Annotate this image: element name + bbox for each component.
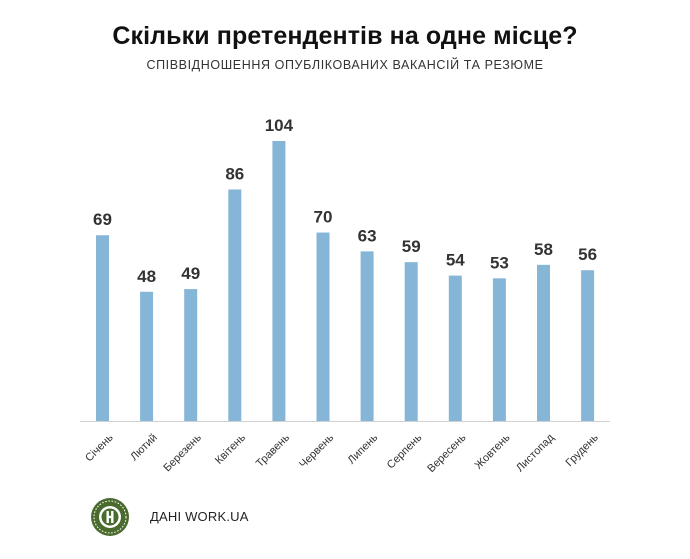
x-tick-label-2: Лютий [128, 432, 160, 464]
x-tick-label-11: Листопад [514, 431, 557, 474]
x-tick-label-12: Грудень [563, 432, 601, 470]
data-label-3: 49 [181, 264, 200, 283]
x-tick-label-6: Червень [297, 432, 336, 471]
data-label-2: 48 [137, 267, 156, 286]
x-tick-label-8: Серпень [385, 432, 425, 472]
data-label-9: 54 [446, 251, 465, 270]
bar-8 [404, 262, 418, 421]
x-tick-label-9: Вересень [425, 432, 468, 475]
data-label-7: 63 [358, 226, 377, 245]
x-tick-label-7: Липень [345, 432, 380, 467]
data-source-label: ДАНІ WORK.UA [150, 509, 249, 524]
data-label-8: 59 [402, 237, 421, 256]
bar-5 [272, 141, 286, 421]
bar-11 [537, 264, 550, 421]
data-label-10: 53 [490, 253, 509, 272]
bar-3 [184, 289, 198, 421]
bar-2 [140, 291, 154, 421]
bar-10 [492, 278, 506, 421]
bar-7 [360, 251, 374, 421]
x-tick-label-3: Березень [161, 432, 204, 475]
bar-12 [581, 270, 595, 421]
x-tick-label-4: Квітень [213, 432, 248, 467]
chart-title: Скільки претендентів на одне місце? [112, 22, 578, 50]
chart-subtitle: СПІВВІДНОШЕННЯ ОПУБЛІКОВАНИХ ВАКАНСІЙ ТА… [146, 58, 544, 72]
workua-logo-icon [91, 498, 129, 536]
bar-4 [228, 189, 242, 421]
data-label-12: 56 [578, 245, 597, 264]
bar-6 [316, 232, 330, 421]
data-label-1: 69 [93, 210, 112, 229]
x-tick-label-10: Жовтень [473, 432, 513, 472]
bar-chart: 69 Січень 48 Лютий 49 Березень 86 Квітень 104 Тра… [80, 116, 610, 475]
data-label-5: 104 [265, 116, 294, 135]
data-label-11: 58 [534, 240, 553, 259]
data-label-6: 70 [314, 208, 333, 227]
x-tick-label-1: Січень [83, 432, 116, 465]
bar-1 [96, 235, 109, 421]
bar-9 [448, 275, 462, 421]
x-tick-label-5: Травень [254, 432, 292, 470]
data-label-4: 86 [225, 164, 244, 183]
